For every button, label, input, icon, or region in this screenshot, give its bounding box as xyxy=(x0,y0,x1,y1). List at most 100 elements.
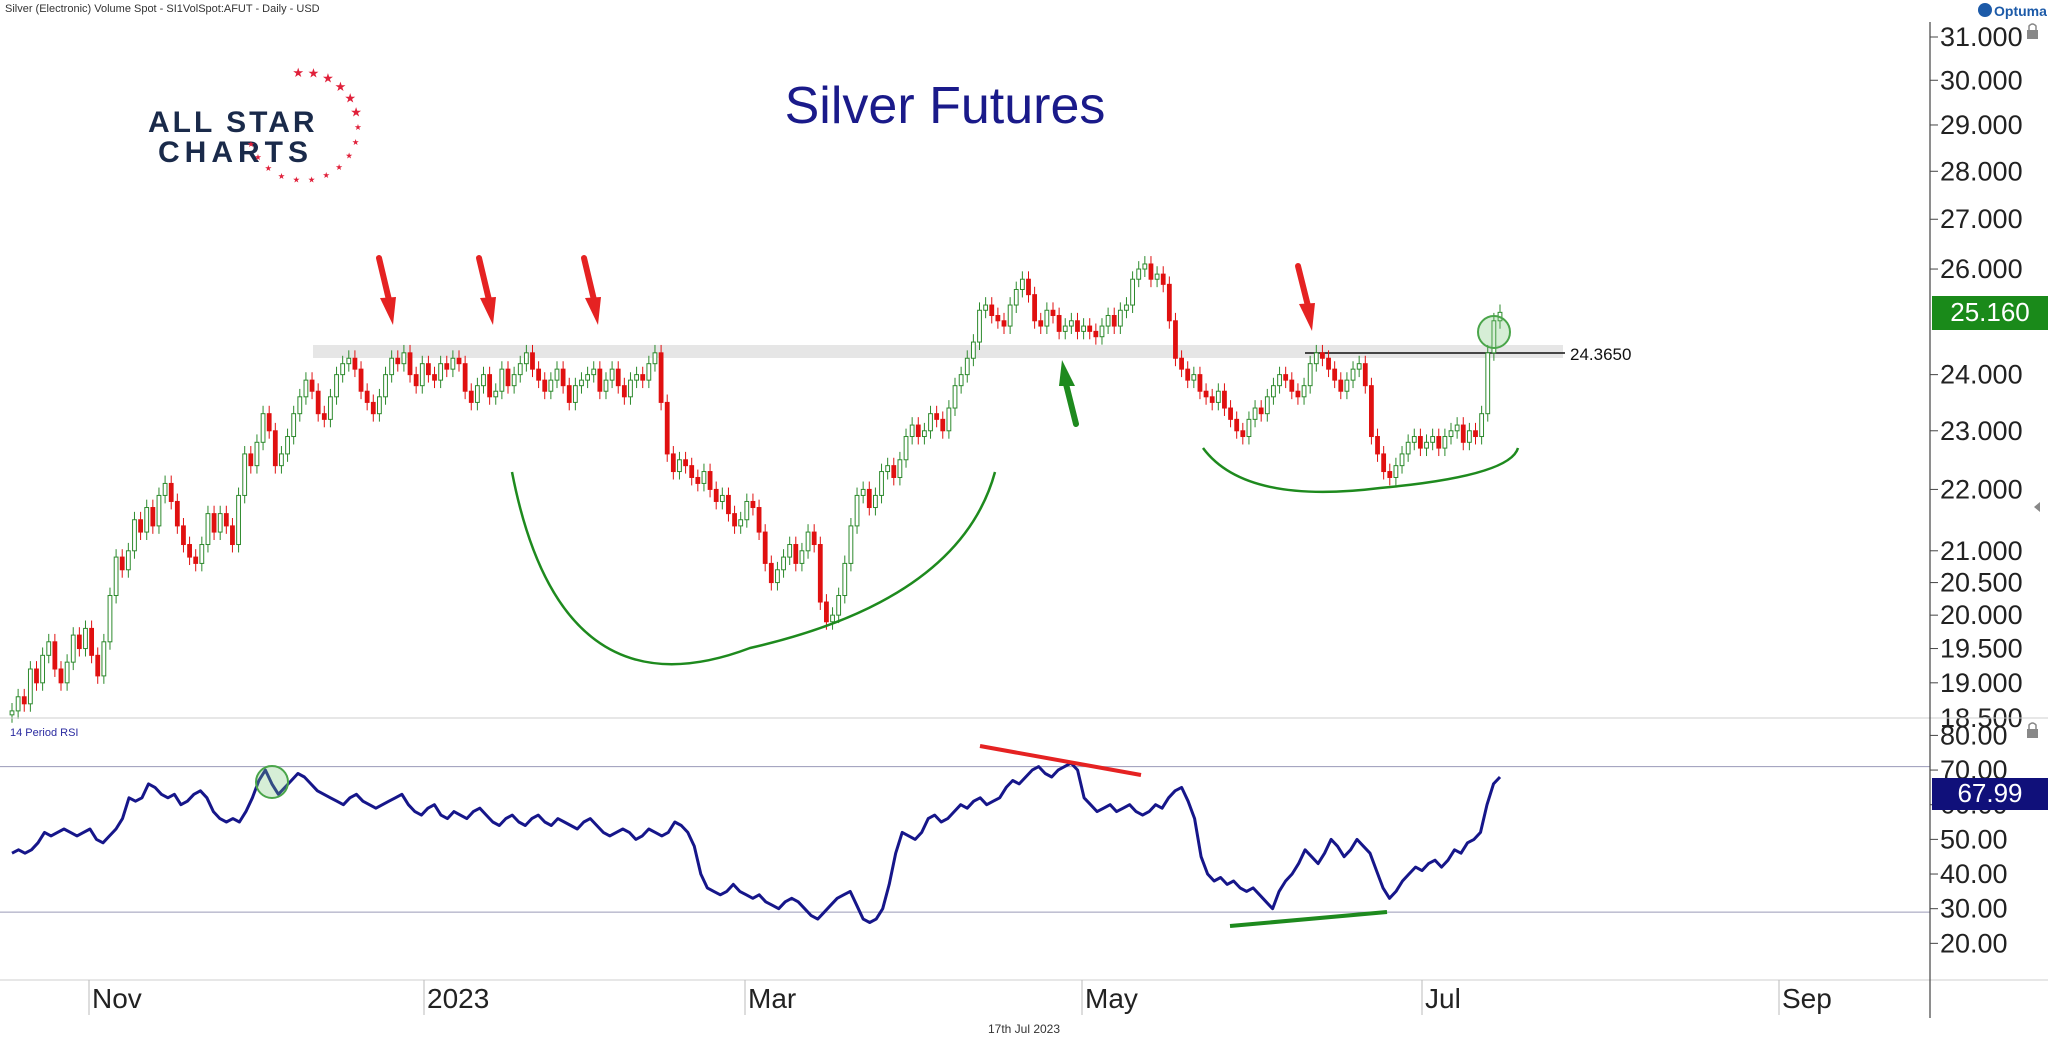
instrument-header: Silver (Electronic) Volume Spot - SI1Vol… xyxy=(5,3,320,15)
candle xyxy=(493,383,499,405)
star-icon: ★ xyxy=(293,175,300,185)
candle xyxy=(113,549,119,604)
price-level-label: 24.3650 xyxy=(1570,345,1631,364)
candle xyxy=(1485,344,1491,422)
candle xyxy=(664,394,670,462)
candle xyxy=(119,549,125,578)
candle xyxy=(775,561,780,591)
price-tick-label: 20.000 xyxy=(1940,600,2023,630)
star-icon: ★ xyxy=(254,152,261,162)
candle xyxy=(866,481,872,516)
candle xyxy=(481,366,486,394)
optuma-logo[interactable]: Optuma xyxy=(1978,3,2047,19)
candle xyxy=(1222,383,1227,416)
candle xyxy=(101,633,107,684)
price-level-band xyxy=(313,345,1563,358)
candle xyxy=(621,377,627,405)
candle xyxy=(1019,271,1025,298)
candle xyxy=(1062,318,1068,340)
star-icon: ★ xyxy=(265,163,272,173)
candle xyxy=(572,377,578,411)
candle xyxy=(787,536,793,566)
candle xyxy=(970,334,976,367)
star-icon: ★ xyxy=(322,70,334,85)
candle xyxy=(487,366,493,405)
candle xyxy=(21,688,27,712)
candle xyxy=(334,366,339,405)
candle xyxy=(83,620,88,657)
candle xyxy=(591,361,597,383)
x-tick-label: May xyxy=(1085,983,1138,1014)
candle xyxy=(689,457,695,486)
candle xyxy=(1111,307,1117,335)
candle xyxy=(1466,422,1472,451)
candle xyxy=(46,633,52,664)
candle xyxy=(934,405,940,428)
candle xyxy=(1038,312,1044,335)
candle xyxy=(1436,428,1442,457)
candles xyxy=(9,256,1503,723)
rsi-annotations xyxy=(255,744,1388,928)
rsi-bullish-divergence-line xyxy=(1229,910,1388,928)
x-axis: Nov 2023 Mar May Jul Sep xyxy=(88,980,1832,1015)
star-icon: ★ xyxy=(354,122,361,132)
candle xyxy=(15,688,21,719)
candle xyxy=(1166,276,1172,329)
candle xyxy=(799,542,805,572)
candle xyxy=(125,542,131,578)
candle xyxy=(1473,422,1478,445)
candle xyxy=(358,361,364,400)
arrow-down-icon xyxy=(476,255,496,325)
x-tick-label: Nov xyxy=(92,983,142,1014)
candle xyxy=(395,350,401,372)
candle xyxy=(389,350,395,383)
candle xyxy=(1068,312,1074,335)
candle xyxy=(40,647,46,691)
price-tick-label: 21.000 xyxy=(1940,536,2023,566)
lock-icon[interactable] xyxy=(2027,722,2038,738)
candle xyxy=(615,361,621,394)
rsi-bearish-divergence-line xyxy=(979,744,1142,777)
candle xyxy=(1369,377,1374,445)
rsi-tick-label: 80.00 xyxy=(1940,720,2008,750)
candle xyxy=(652,344,658,372)
candle xyxy=(168,475,174,510)
candle xyxy=(811,524,817,553)
candle xyxy=(254,434,260,474)
candle xyxy=(401,344,407,372)
candle xyxy=(695,469,701,492)
candle xyxy=(309,372,315,400)
price-tick-label: 30.000 xyxy=(1940,65,2023,95)
candle xyxy=(1007,297,1013,335)
candle xyxy=(107,587,113,650)
candle xyxy=(1179,350,1184,378)
candle xyxy=(1460,417,1466,451)
candle xyxy=(425,355,431,383)
candle xyxy=(848,518,854,572)
x-tick-label: Jul xyxy=(1425,983,1461,1014)
candle xyxy=(346,350,352,372)
candle xyxy=(132,511,137,559)
x-tick-label: Sep xyxy=(1782,983,1832,1014)
candle xyxy=(1191,366,1197,389)
candle xyxy=(217,505,223,541)
candle xyxy=(1136,261,1142,288)
candle xyxy=(1320,344,1325,367)
rsi-tick-label: 30.00 xyxy=(1940,894,2008,924)
candle xyxy=(1001,312,1007,335)
price-tick-label: 29.000 xyxy=(1940,110,2023,140)
candle xyxy=(921,422,927,445)
candle xyxy=(1381,446,1387,480)
lock-icon[interactable] xyxy=(2027,23,2038,39)
star-icon: ★ xyxy=(345,151,352,161)
candle xyxy=(1087,318,1093,340)
candle xyxy=(468,383,474,411)
collapse-arrow-icon[interactable] xyxy=(2034,502,2040,512)
price-tick-label: 19.500 xyxy=(1940,634,2023,664)
chart-title: Silver Futures xyxy=(785,77,1106,135)
candle xyxy=(1289,372,1295,400)
candle xyxy=(634,366,639,389)
candle xyxy=(989,297,995,324)
candle xyxy=(407,344,413,383)
candle xyxy=(683,451,688,474)
